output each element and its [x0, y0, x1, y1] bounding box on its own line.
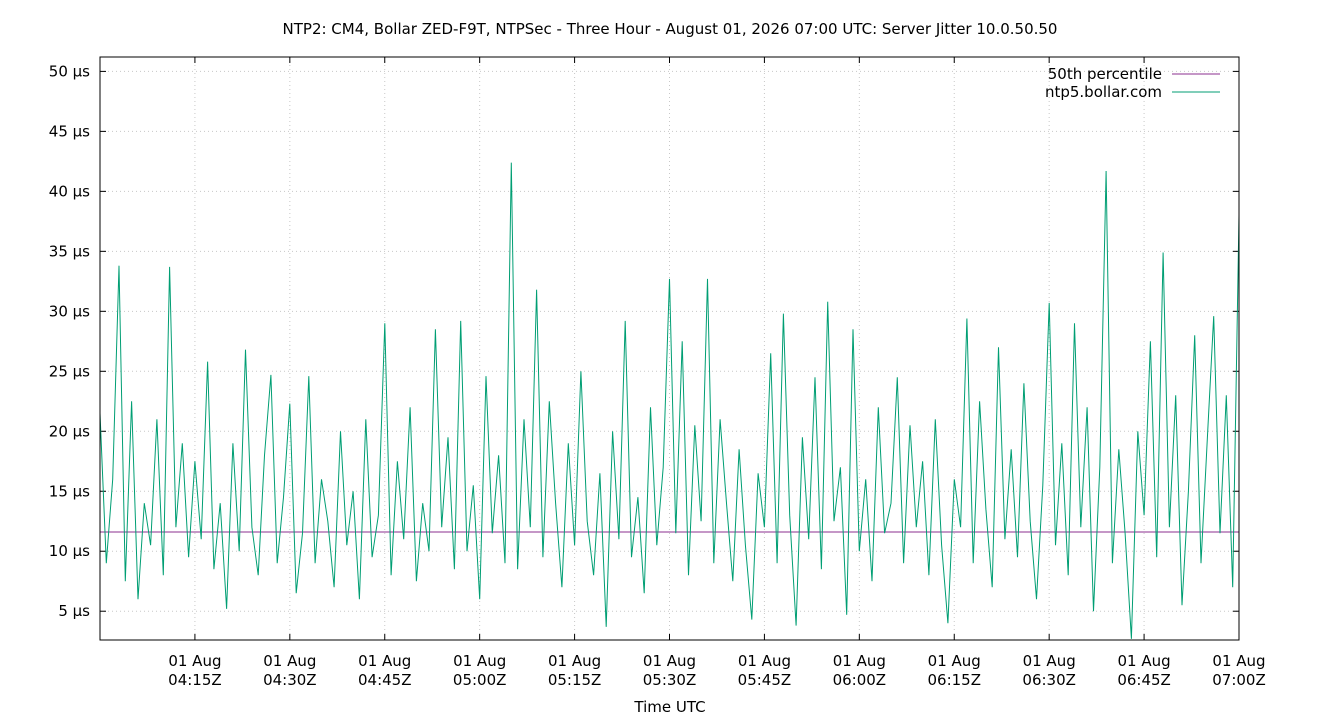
chart-title: NTP2: CM4, Bollar ZED-F9T, NTPSec - Thre… — [283, 20, 1058, 38]
axis-ticks — [100, 57, 1240, 640]
x-tick-date-label: 01 Aug — [548, 652, 601, 670]
x-tick-time-label: 06:45Z — [1117, 671, 1171, 689]
x-tick-time-label: 05:00Z — [453, 671, 507, 689]
x-tick-time-label: 04:30Z — [263, 671, 317, 689]
y-tick-label: 30 µs — [49, 302, 90, 320]
x-tick-time-label: 05:30Z — [643, 671, 697, 689]
x-tick-time-label: 06:30Z — [1022, 671, 1076, 689]
y-tick-label: 25 µs — [49, 362, 90, 380]
y-tick-label: 35 µs — [49, 242, 90, 260]
grid-lines — [100, 57, 1240, 640]
legend-entry-label: ntp5.bollar.com — [1045, 83, 1162, 101]
x-tick-date-label: 01 Aug — [1212, 652, 1265, 670]
x-tick-date-label: 01 Aug — [1023, 652, 1076, 670]
x-tick-date-label: 01 Aug — [643, 652, 696, 670]
y-tick-label: 40 µs — [49, 182, 90, 200]
x-tick-date-label: 01 Aug — [1118, 652, 1171, 670]
x-tick-time-label: 06:15Z — [927, 671, 981, 689]
x-tick-date-label: 01 Aug — [453, 652, 506, 670]
y-tick-label: 10 µs — [49, 542, 90, 560]
y-tick-label: 15 µs — [49, 482, 90, 500]
series-lines — [99, 162, 1240, 639]
x-tick-date-label: 01 Aug — [168, 652, 221, 670]
legend-entry-label: 50th percentile — [1048, 65, 1162, 83]
x-tick-time-label: 06:00Z — [833, 671, 887, 689]
x-tick-time-label: 05:45Z — [738, 671, 792, 689]
x-tick-time-label: 05:15Z — [548, 671, 602, 689]
x-tick-date-label: 01 Aug — [928, 652, 981, 670]
x-tick-time-label: 04:45Z — [358, 671, 412, 689]
y-tick-label: 20 µs — [49, 422, 90, 440]
y-tick-label: 45 µs — [49, 122, 90, 140]
x-tick-time-label: 07:00Z — [1212, 671, 1266, 689]
x-tick-time-label: 04:15Z — [168, 671, 222, 689]
plot-frame — [99, 56, 1240, 641]
x-tick-date-label: 01 Aug — [833, 652, 886, 670]
series-line-ntp5 — [99, 162, 1240, 639]
y-tick-labels: 5 µs 10 µs 15 µs 20 µs 25 µs 30 µs 35 µs 40 µs 4… — [49, 62, 90, 620]
x-tick-date-label: 01 Aug — [358, 652, 411, 670]
x-tick-date-label: 01 Aug — [738, 652, 791, 670]
x-tick-date-label: 01 Aug — [263, 652, 316, 670]
y-tick-label: 5 µs — [58, 602, 90, 620]
x-axis-label: Time UTC — [633, 698, 705, 716]
y-tick-label: 50 µs — [49, 62, 90, 80]
